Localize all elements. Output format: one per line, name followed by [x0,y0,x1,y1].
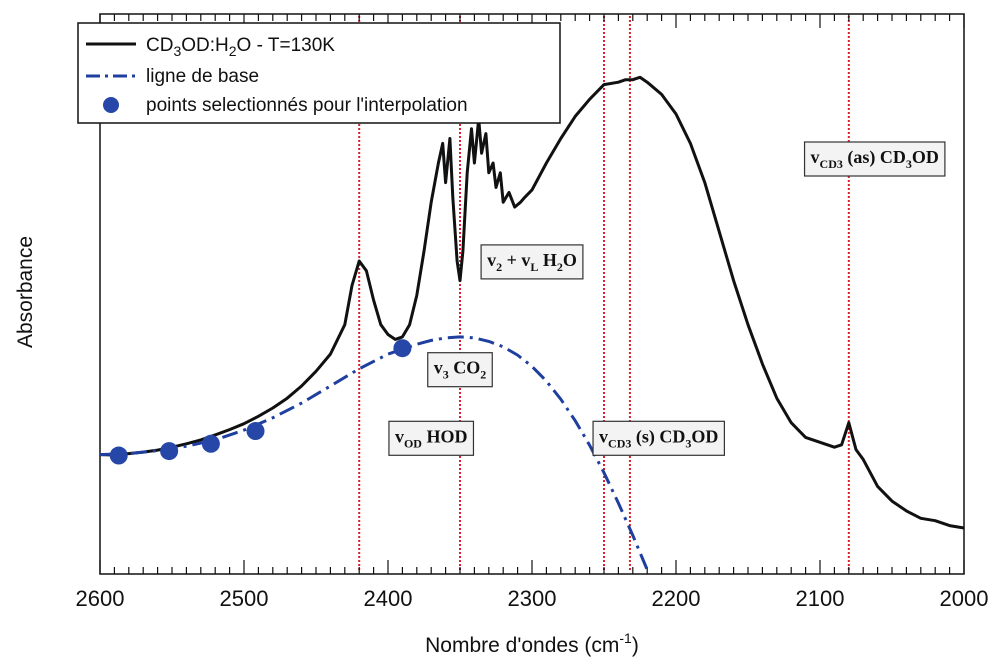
legend-label-baseline: ligne de base [146,66,259,87]
y-axis-title: Absorbance [14,236,37,348]
annotations: vOD HOD v3 CO2 v2 + vL H2O vCD3 (s) CD3OD vC… [388,141,946,456]
annotation-text: vCD3 (as) CD3OD [811,147,939,171]
annotation-box [480,244,584,280]
x-tick-label: 2000 [940,586,989,611]
x-axis-title: Nombre d'ondes (cm-1) [425,630,639,657]
annotation-box [427,352,493,388]
legend-swatch-points [103,97,119,113]
interpolation-point [109,446,128,465]
annotation-box [803,141,946,177]
series-line-spectrum [99,75,965,530]
interpolation-point [160,442,179,461]
annotation-text: v3 CO2 [434,358,487,382]
interpolation-points [109,339,412,465]
x-tick-label: 2400 [364,586,413,611]
annotation-box [388,420,475,456]
annotation-text: vOD HOD [395,426,468,450]
annotation-text: vCD3 (s) CD3OD [599,426,718,450]
x-tick-label: 2500 [220,586,269,611]
x-tick-label: 2100 [796,586,845,611]
annotation-label: v3 CO2 [427,352,493,388]
series-line-baseline [100,335,651,574]
legend-label-points: points selectionnés pour l'interpolation [146,95,468,116]
legend-label-spectrum: CD3OD:H2O - T=130K [146,35,335,59]
annotation-text: v2 + vL H2O [487,250,577,274]
annotation-label: v2 + vL H2O [480,244,584,280]
x-tick-label: 2600 [76,586,125,611]
annotation-label: vCD3 (s) CD3OD [592,420,725,456]
legend-box [77,22,561,124]
x-tick-label: 2200 [652,586,701,611]
annotation-label: vCD3 (as) CD3OD [803,141,946,177]
annotation-label: vOD HOD [388,420,475,456]
x-ticks: 2600 2500 2400 2300 2200 2100 2000 [76,14,989,611]
x-tick-label: 2300 [508,586,557,611]
interpolation-point [201,434,220,453]
annotation-box [592,420,725,456]
legend: CD3OD:H2O - T=130K ligne de base points … [77,22,561,124]
interpolation-point [246,422,265,441]
interpolation-point [393,339,412,358]
series-layer [99,75,965,574]
